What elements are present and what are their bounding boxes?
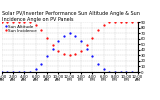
Sun Incidence [120, 21, 122, 23]
Sun Incidence [40, 30, 42, 31]
Sun Altitude [80, 41, 82, 42]
Sun Incidence [137, 21, 139, 23]
Sun Altitude [23, 71, 25, 73]
Sun Altitude [63, 35, 65, 36]
Sun Altitude [29, 71, 31, 73]
Sun Altitude [120, 71, 122, 73]
Sun Incidence [23, 21, 25, 23]
Sun Incidence [18, 21, 20, 23]
Sun Incidence [125, 21, 127, 23]
Sun Incidence [74, 54, 76, 55]
Sun Incidence [114, 21, 116, 23]
Sun Incidence [108, 21, 110, 23]
Sun Altitude [108, 71, 110, 73]
Sun Altitude [6, 71, 8, 73]
Sun Altitude [103, 69, 105, 70]
Sun Incidence [6, 21, 8, 23]
Sun Altitude [91, 56, 93, 57]
Sun Incidence [69, 55, 71, 56]
Sun Altitude [86, 48, 88, 49]
Sun Incidence [57, 50, 59, 52]
Sun Incidence [29, 21, 31, 23]
Sun Altitude [1, 71, 3, 73]
Sun Altitude [74, 35, 76, 36]
Sun Incidence [91, 37, 93, 38]
Text: Solar PV/Inverter Performance Sun Altitude Angle & Sun Incidence Angle on PV Pan: Solar PV/Inverter Performance Sun Altitu… [2, 11, 140, 22]
Sun Altitude [137, 71, 139, 73]
Sun Incidence [97, 30, 99, 31]
Sun Altitude [35, 69, 37, 70]
Sun Incidence [12, 21, 14, 23]
Sun Incidence [1, 21, 3, 23]
Sun Altitude [69, 32, 71, 34]
Sun Altitude [46, 56, 48, 57]
Line: Sun Altitude: Sun Altitude [1, 32, 138, 73]
Line: Sun Incidence: Sun Incidence [1, 21, 138, 56]
Sun Altitude [125, 71, 127, 73]
Sun Altitude [114, 71, 116, 73]
Sun Incidence [103, 24, 105, 25]
Sun Altitude [40, 63, 42, 64]
Sun Incidence [35, 24, 37, 25]
Sun Altitude [57, 41, 59, 42]
Sun Incidence [80, 50, 82, 52]
Sun Altitude [131, 71, 133, 73]
Legend: Sun Altitude, Sun Incidence: Sun Altitude, Sun Incidence [4, 24, 37, 33]
Sun Incidence [86, 45, 88, 46]
Sun Altitude [12, 71, 14, 73]
Sun Incidence [63, 54, 65, 55]
Sun Incidence [131, 21, 133, 23]
Sun Altitude [18, 71, 20, 73]
Sun Altitude [52, 48, 54, 49]
Sun Incidence [52, 45, 54, 46]
Sun Incidence [46, 37, 48, 38]
Sun Altitude [97, 63, 99, 64]
